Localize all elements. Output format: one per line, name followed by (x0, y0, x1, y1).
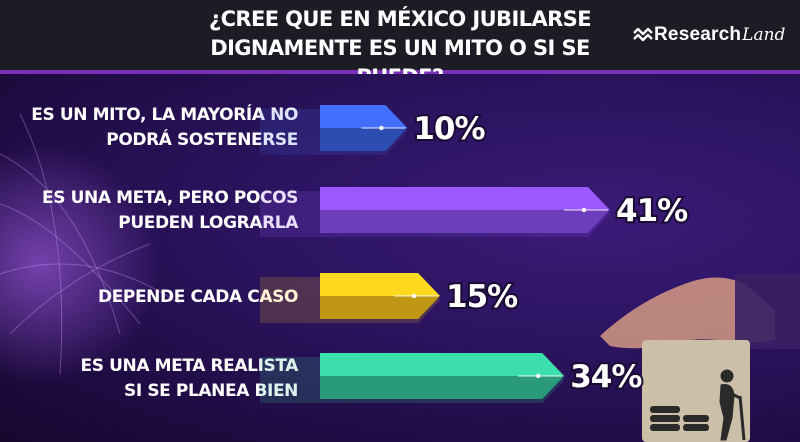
category-label-4: ES UNA META REALISTA SI SE PLANEA BIEN (80, 354, 299, 404)
value-label-1: 10% (413, 111, 485, 147)
category-label-4-line-2: SI SE PLANEA BIEN (124, 381, 298, 401)
category-label-2-line-1: ES UNA META, PERO POCOS (42, 188, 298, 208)
category-label-1: ES UN MITO, LA MAYORÍA NO PODRÁ SOSTENER… (31, 103, 298, 153)
logo-mark-icon (633, 27, 653, 42)
bar-4 (260, 353, 565, 403)
logo-script: Land (742, 25, 786, 45)
bars-layer: 10% 41% 15% 34% (260, 105, 691, 403)
category-label-2: ES UNA META, PERO POCOS PUEDEN LOGRARLA (42, 186, 298, 236)
bar-2-bottom-face (320, 210, 610, 233)
sleeve (735, 274, 800, 349)
chart-title-line-2: DIGNAMENTE ES UN MITO O SI SE PUEDE? (210, 36, 590, 89)
bar-3-top-face (320, 273, 441, 296)
bar-4-bottom-face (320, 376, 565, 399)
category-label-1-line-1: ES UN MITO, LA MAYORÍA NO (31, 105, 298, 125)
bar-2-top-face (320, 187, 610, 210)
logo-word: Research (654, 24, 742, 45)
coins-icon (650, 406, 709, 431)
bar-4-sparkle (536, 373, 541, 379)
category-label-3-line-1: DEPENDE CADA CASO (97, 287, 298, 307)
bar-3 (260, 273, 441, 323)
bar-2-sparkle (581, 207, 587, 213)
bar-1-sparkle (379, 125, 384, 131)
background-decoration (0, 113, 800, 442)
header-bar: ¿CREE QUE EN MÉXICO JUBILARSE DIGNAMENTE… (0, 0, 800, 89)
hand-illustration (600, 277, 775, 349)
bar-1 (260, 105, 408, 155)
bar-4-top-face (320, 353, 565, 376)
researchland-logo: Research Land (632, 22, 785, 48)
elderly-person-icon (719, 369, 746, 441)
value-label-4: 34% (570, 359, 642, 395)
chart-title-line-1: ¿CREE QUE EN MÉXICO JUBILARSE (209, 7, 592, 31)
background-glow (0, 144, 160, 384)
bar-3-sparkle (411, 293, 417, 299)
bar-2 (260, 187, 610, 237)
bar-3-bottom-face (320, 296, 441, 319)
light-streaks (0, 113, 181, 375)
chart-title: ¿CREE QUE EN MÉXICO JUBILARSE DIGNAMENTE… (190, 5, 610, 92)
bar-1-top-face (320, 105, 408, 128)
value-label-2: 41% (616, 193, 688, 229)
value-label-3: 15% (446, 279, 518, 315)
category-label-1-line-2: PODRÁ SOSTENERSE (106, 130, 298, 150)
category-label-2-line-2: PUEDEN LOGRARLA (118, 213, 298, 233)
category-label-4-line-1: ES UNA META REALISTA (80, 356, 299, 376)
bar-1-bottom-face (320, 128, 408, 151)
category-label-3: DEPENDE CADA CASO (98, 285, 298, 310)
